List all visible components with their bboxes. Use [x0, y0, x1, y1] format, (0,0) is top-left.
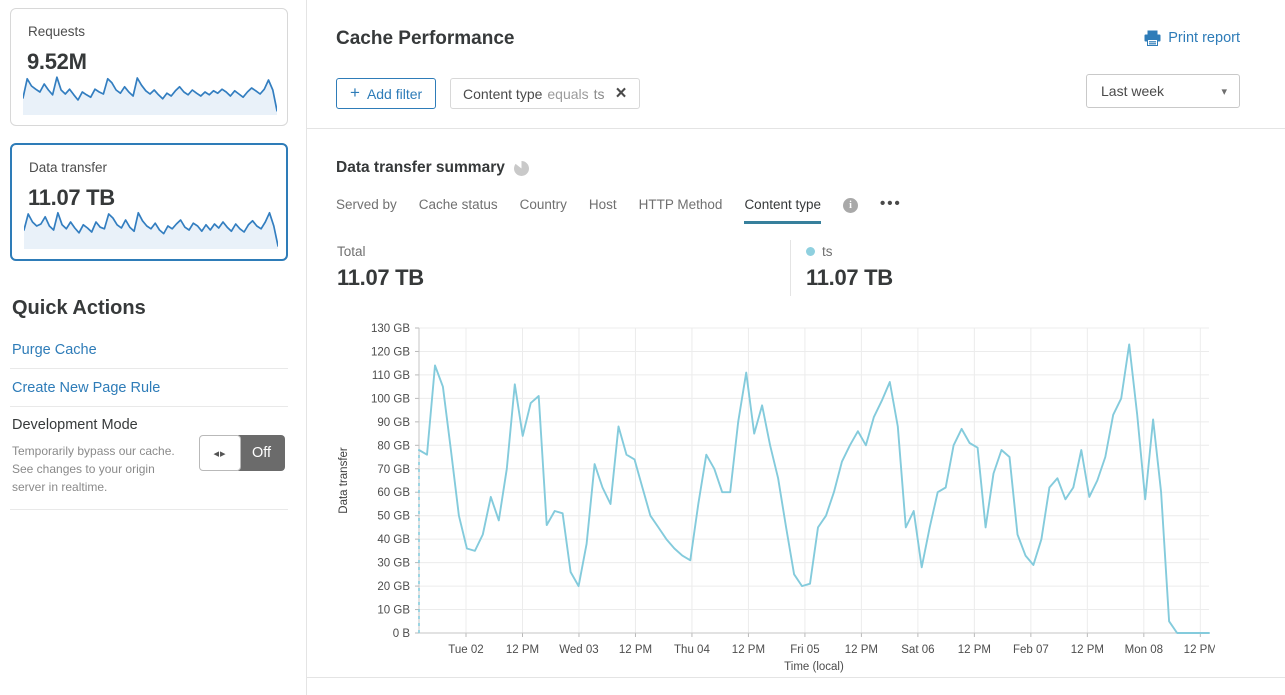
tab-host[interactable]: Host: [588, 197, 617, 212]
stats-divider: [790, 240, 791, 296]
create-page-rule-link[interactable]: Create New Page Rule: [12, 380, 161, 396]
toggle-arrows-icon: ◂▸: [199, 435, 241, 471]
summary-tabs: Served by Cache status Country Host HTTP…: [336, 195, 902, 224]
svg-text:120 GB: 120 GB: [371, 346, 410, 358]
svg-text:110 GB: 110 GB: [372, 370, 410, 382]
total-value: 11.07 TB: [337, 265, 424, 290]
svg-text:Sat 06: Sat 06: [901, 644, 934, 656]
add-filter-label: Add filter: [366, 85, 423, 102]
requests-sparkline-chart: [23, 76, 277, 115]
page-title: Cache Performance: [336, 28, 515, 49]
data-transfer-sparkline-chart: [24, 211, 278, 249]
printer-icon: [1144, 30, 1161, 46]
svg-text:Thu 04: Thu 04: [674, 644, 710, 656]
metric-card-requests[interactable]: Requests 9.52M: [10, 8, 288, 126]
svg-text:130 GB: 130 GB: [371, 323, 410, 335]
svg-text:Wed 03: Wed 03: [559, 644, 598, 656]
chevron-down-icon: ▾: [1221, 85, 1227, 98]
tab-cache-status[interactable]: Cache status: [418, 197, 498, 212]
metric-card-value: 11.07 TB: [28, 185, 115, 210]
more-tabs-icon[interactable]: •••: [880, 195, 902, 212]
tab-content-type[interactable]: Content type: [744, 197, 821, 224]
svg-text:12 PM: 12 PM: [619, 644, 652, 656]
svg-text:50 GB: 50 GB: [377, 511, 410, 523]
tab-http-method[interactable]: HTTP Method: [638, 197, 723, 212]
add-filter-button[interactable]: + Add filter: [336, 78, 437, 109]
series-legend-dot: [806, 247, 815, 256]
filter-chip-content-type: Content type equals ts ×: [450, 78, 640, 109]
svg-text:100 GB: 100 GB: [371, 393, 410, 405]
info-icon[interactable]: i: [843, 198, 858, 213]
section-bottom-divider: [307, 677, 1285, 678]
filter-field: Content type: [463, 85, 543, 102]
print-report-label: Print report: [1168, 30, 1240, 46]
sidebar-main-divider: [306, 0, 307, 695]
svg-text:Mon 08: Mon 08: [1125, 644, 1163, 656]
series-legend: ts: [806, 244, 833, 259]
total-label: Total: [337, 244, 366, 259]
svg-text:70 GB: 70 GB: [377, 464, 410, 476]
time-range-value: Last week: [1101, 83, 1165, 99]
development-mode-description: Temporarily bypass our cache. See change…: [12, 444, 175, 494]
svg-text:12 PM: 12 PM: [958, 644, 991, 656]
metric-card-data-transfer[interactable]: Data transfer 11.07 TB: [10, 143, 288, 261]
development-mode-label: Development Mode: [12, 417, 138, 433]
divider: [10, 509, 288, 510]
svg-text:10 GB: 10 GB: [377, 605, 410, 617]
svg-text:90 GB: 90 GB: [377, 417, 410, 429]
metric-card-value: 9.52M: [27, 49, 87, 74]
development-mode-toggle[interactable]: ◂▸ Off: [199, 435, 285, 471]
svg-text:20 GB: 20 GB: [377, 581, 410, 593]
remove-filter-icon[interactable]: ×: [615, 83, 627, 104]
tab-country[interactable]: Country: [519, 197, 567, 212]
time-series-line-chart: 0 B 10 GB 20 GB 30 GB 40 GB 50 GB 60 GB 70 GB 80…: [338, 323, 1217, 673]
svg-text:Tue 02: Tue 02: [448, 644, 483, 656]
partial-pie-icon: [513, 160, 529, 176]
print-report-link[interactable]: Print report: [1144, 30, 1240, 46]
divider: [10, 406, 288, 407]
sidebar: Requests 9.52M Data transfer 11.07 TB Qu…: [0, 0, 306, 695]
series-legend-label: ts: [822, 244, 833, 259]
toggle-state-label: Off: [238, 435, 285, 471]
tab-served-by[interactable]: Served by: [336, 197, 397, 212]
data-transfer-chart: 0 B 10 GB 20 GB 30 GB 40 GB 50 GB 60 GB 70 GB 80…: [333, 318, 1217, 676]
metric-card-label: Requests: [28, 24, 86, 39]
svg-text:60 GB: 60 GB: [377, 487, 410, 499]
svg-text:12 PM: 12 PM: [732, 644, 765, 656]
svg-text:80 GB: 80 GB: [377, 440, 410, 452]
svg-text:12 PM: 12 PM: [1184, 644, 1215, 656]
svg-text:Feb 07: Feb 07: [1013, 644, 1049, 656]
filter-value: ts: [593, 85, 605, 102]
svg-text:12 PM: 12 PM: [845, 644, 878, 656]
svg-text:30 GB: 30 GB: [377, 558, 410, 570]
time-range-select[interactable]: Last week ▾: [1086, 74, 1240, 108]
summary-section-title: Data transfer summary: [336, 159, 529, 177]
svg-text:12 PM: 12 PM: [506, 644, 539, 656]
summary-title-text: Data transfer summary: [336, 159, 505, 176]
svg-text:12 PM: 12 PM: [1071, 644, 1104, 656]
filter-operator: equals: [547, 85, 589, 102]
plus-icon: +: [350, 82, 360, 102]
header-divider: [307, 128, 1285, 129]
divider: [10, 368, 288, 369]
quick-actions-heading: Quick Actions: [12, 297, 146, 319]
purge-cache-link[interactable]: Purge Cache: [12, 342, 97, 358]
svg-text:Data transfer: Data transfer: [338, 447, 350, 514]
svg-text:Fri 05: Fri 05: [790, 644, 819, 656]
svg-text:Time (local): Time (local): [784, 661, 844, 673]
svg-text:0 B: 0 B: [393, 628, 411, 640]
series-value: 11.07 TB: [806, 265, 893, 290]
metric-card-label: Data transfer: [29, 160, 108, 175]
svg-text:40 GB: 40 GB: [377, 534, 410, 546]
